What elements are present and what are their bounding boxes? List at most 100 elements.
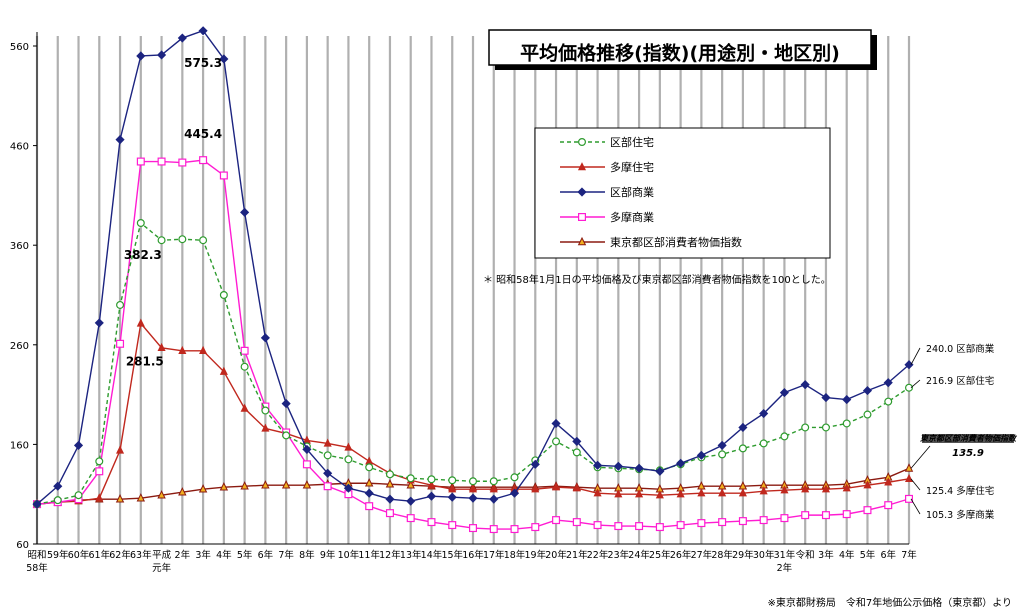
data-point	[577, 213, 586, 222]
x-tick-label: 7年	[278, 549, 294, 561]
cpi-label-value: 135.9	[952, 448, 984, 459]
data-point	[572, 436, 582, 446]
legend-label: 東京都区部消費者物価指数	[610, 235, 742, 249]
data-point	[427, 518, 436, 527]
end-label: 216.9 区部住宅	[926, 375, 994, 387]
x-tick-label: 5年	[860, 549, 876, 561]
data-point	[842, 419, 851, 428]
data-point	[884, 501, 893, 510]
data-point	[302, 460, 311, 469]
data-point	[157, 490, 166, 499]
data-point	[717, 440, 727, 450]
data-point	[821, 393, 831, 403]
data-point	[904, 383, 913, 392]
data-point	[572, 518, 581, 527]
x-tick-label: 16年	[462, 549, 484, 561]
series-lines	[32, 26, 914, 534]
end-label-arrow	[910, 478, 921, 491]
data-point	[136, 218, 145, 227]
data-point	[385, 479, 395, 488]
data-point	[177, 33, 187, 43]
end-label: 125.4 多摩住宅	[926, 485, 994, 497]
data-point	[365, 456, 374, 465]
legend-label: 多摩商業	[610, 210, 654, 224]
x-tick-label: 25年	[649, 549, 671, 561]
data-point	[364, 478, 374, 487]
peak-label: 382.3	[124, 248, 162, 262]
data-point	[779, 388, 789, 398]
data-point	[406, 496, 416, 506]
data-point	[801, 423, 810, 432]
x-tick-label: 29年	[732, 549, 754, 561]
x-tick-label: 19年	[524, 549, 546, 561]
data-point	[73, 440, 84, 450]
data-point	[469, 524, 478, 533]
x-tick-label: 20年	[545, 549, 567, 561]
data-point	[635, 489, 644, 498]
data-point	[385, 494, 395, 504]
legend-label: 区部住宅	[610, 135, 654, 149]
y-tick-label: 260	[10, 341, 29, 352]
y-axis-ticks: 60 160 260 360 460 560	[10, 42, 37, 551]
data-point	[199, 156, 208, 165]
x-tick-label: 18年	[504, 549, 526, 561]
data-point	[718, 518, 727, 527]
peak-label: 445.4	[184, 127, 222, 141]
x-tick-label: 7年	[901, 549, 917, 561]
data-point	[468, 484, 478, 493]
data-point	[904, 494, 913, 503]
x-tick-label: 6年	[880, 549, 896, 561]
data-point	[240, 403, 249, 412]
data-point	[365, 502, 374, 511]
data-point	[577, 187, 587, 197]
data-point	[469, 477, 478, 486]
x-tick-sublabel: 元年	[152, 562, 172, 574]
legend-label: 区部商業	[610, 185, 654, 199]
x-tick-label: 61年	[88, 549, 110, 561]
data-point	[510, 473, 519, 482]
x-tick-label: 62年	[109, 549, 131, 561]
data-point	[282, 431, 291, 440]
data-point	[738, 488, 747, 497]
data-point	[738, 422, 748, 433]
data-point	[343, 483, 353, 493]
end-label: 105.3 多摩商業	[926, 509, 995, 521]
data-point	[198, 484, 208, 493]
data-point	[509, 488, 520, 498]
data-point	[136, 318, 145, 327]
peak-label: 575.3	[184, 56, 222, 70]
data-point	[364, 488, 374, 498]
data-point	[178, 487, 187, 496]
data-point	[572, 483, 581, 492]
data-point	[863, 410, 872, 419]
x-tick-label: 28年	[711, 549, 733, 561]
data-point	[780, 432, 789, 441]
data-point	[95, 493, 104, 502]
x-tick-label: 14年	[421, 549, 443, 561]
data-point	[614, 522, 623, 531]
end-label-arrow	[910, 347, 921, 365]
end-label-arrow	[910, 498, 921, 515]
data-point	[281, 480, 291, 489]
x-tick-label: 4年	[216, 549, 232, 561]
data-point	[116, 339, 125, 348]
data-point	[634, 463, 644, 473]
x-tick-sublabel: 2年	[777, 562, 793, 574]
data-point	[344, 442, 353, 451]
data-point	[178, 345, 187, 354]
peak-label: 281.5	[126, 354, 164, 368]
data-point	[261, 423, 270, 432]
y-tick-label: 460	[10, 142, 29, 153]
data-point	[904, 473, 914, 483]
cpi-callout: 東京都区部消費者物価指数 135.9	[920, 434, 1018, 459]
data-point	[199, 236, 208, 245]
data-point	[136, 51, 146, 61]
data-point	[53, 496, 62, 505]
data-point	[884, 397, 893, 406]
data-point	[240, 362, 249, 371]
x-tick-label: 8年	[299, 549, 315, 561]
y-tick-label: 160	[10, 440, 29, 451]
data-point	[552, 437, 561, 446]
data-point	[635, 522, 644, 531]
